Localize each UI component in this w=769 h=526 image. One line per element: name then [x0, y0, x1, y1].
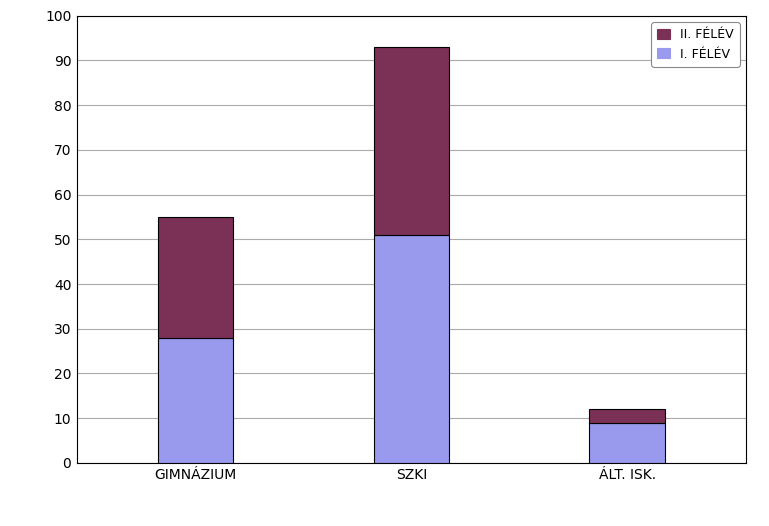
Bar [158, 217, 233, 338]
Bar [590, 423, 665, 463]
Bar [374, 235, 449, 463]
Bar [590, 409, 665, 423]
Bar [158, 338, 233, 463]
Legend: II. FÉLÉV, I. FÉLÉV: II. FÉLÉV, I. FÉLÉV [651, 22, 740, 67]
Bar [374, 47, 449, 235]
